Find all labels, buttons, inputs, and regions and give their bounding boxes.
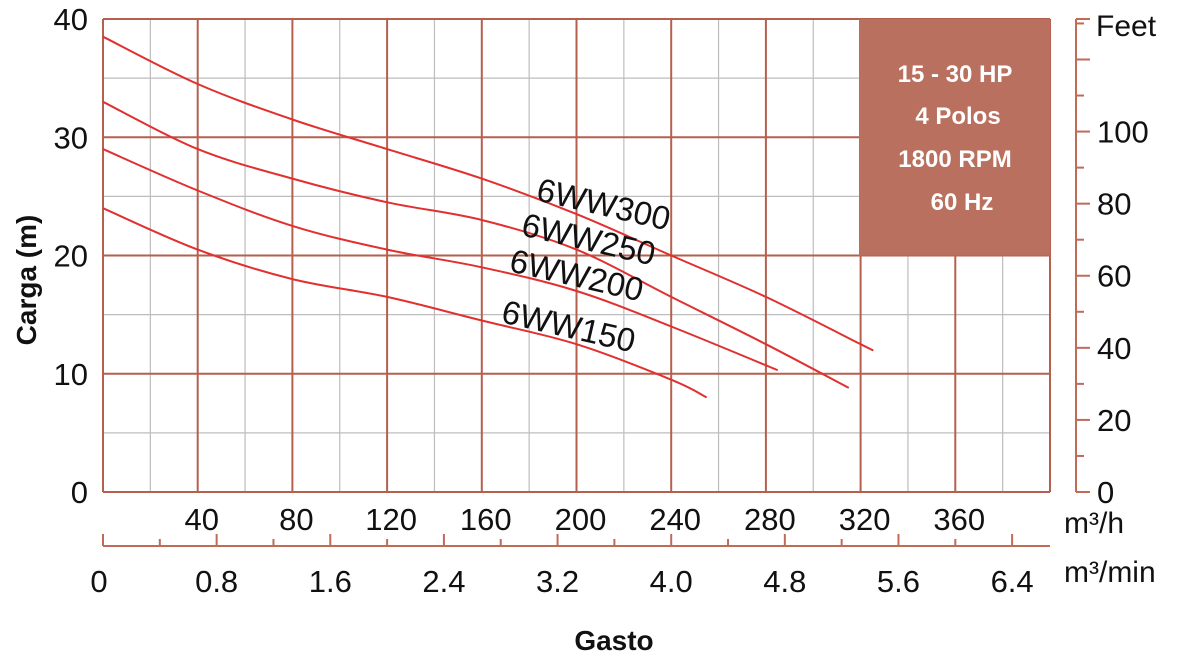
feet-tick-label: 100 — [1097, 115, 1149, 150]
x-tick-label: 80 — [279, 502, 313, 537]
m3min-tick-label: 0 — [90, 564, 107, 599]
x-axis-ticks-m3h: 40 80 120 160 200 240 280 320 360 — [184, 502, 985, 537]
x-tick-label: 40 — [184, 502, 218, 537]
m3min-tick-label: 5.6 — [877, 564, 920, 599]
info-box: 15 - 30 HP 4 Polos 1800 RPM 60 Hz — [859, 19, 1050, 256]
m3min-tick-label: 4.8 — [763, 564, 806, 599]
x-unit-label-m3min: m³/min — [1064, 556, 1156, 589]
info-box-background — [859, 19, 1050, 256]
info-line-poles: 4 Polos — [915, 103, 1000, 130]
m3min-tick-label: 0.8 — [195, 564, 238, 599]
x-tick-label: 360 — [933, 502, 985, 537]
x-unit-label-m3h: m³/h — [1064, 507, 1124, 540]
info-line-freq: 60 Hz — [931, 189, 994, 216]
x-axis-m3min: 0 0.8 1.6 2.4 3.2 4.0 4.8 5.6 6.4 — [90, 534, 1050, 599]
x-tick-label: 120 — [365, 502, 417, 537]
feet-tick-label: 40 — [1097, 331, 1131, 366]
m3min-tick-label: 6.4 — [991, 564, 1034, 599]
y-tick-label: 40 — [54, 2, 88, 37]
y-tick-label: 0 — [71, 475, 88, 510]
y-axis-title: Carga (m) — [11, 215, 42, 346]
x-tick-label: 160 — [460, 502, 512, 537]
curve-6ww300 — [102, 35, 874, 352]
y2-unit-label: Feet — [1096, 10, 1157, 43]
series-labels: 6WW300 6WW250 6WW200 6WW150 — [498, 171, 674, 360]
m3min-tick-label: 2.4 — [422, 564, 465, 599]
y-tick-label: 30 — [54, 120, 88, 155]
series-curves — [102, 35, 874, 399]
x-tick-label: 280 — [744, 502, 796, 537]
feet-tick-label: 60 — [1097, 259, 1131, 294]
curve-6ww150 — [102, 207, 708, 399]
y-axis-ticks: 0 10 20 30 40 — [54, 2, 88, 510]
x-tick-label: 240 — [649, 502, 701, 537]
m3min-tick-label: 1.6 — [309, 564, 352, 599]
info-line-rpm: 1800 RPM — [898, 146, 1011, 173]
feet-tick-label: 0 — [1097, 475, 1114, 510]
m3min-tick-label: 3.2 — [536, 564, 579, 599]
curve-6ww200 — [102, 148, 779, 372]
x-axis-title: Gasto — [574, 625, 653, 656]
m3min-tick-label: 4.0 — [650, 564, 693, 599]
feet-tick-label: 20 — [1097, 403, 1131, 438]
info-line-hp: 15 - 30 HP — [898, 61, 1013, 88]
curve-6ww250 — [102, 100, 850, 389]
feet-tick-label: 80 — [1097, 187, 1131, 222]
y-tick-label: 10 — [54, 357, 88, 392]
feet-axis: 0 20 40 60 80 100 — [1075, 18, 1149, 510]
x-tick-label: 200 — [555, 502, 607, 537]
x-tick-label: 320 — [839, 502, 891, 537]
y-tick-label: 20 — [54, 239, 88, 274]
